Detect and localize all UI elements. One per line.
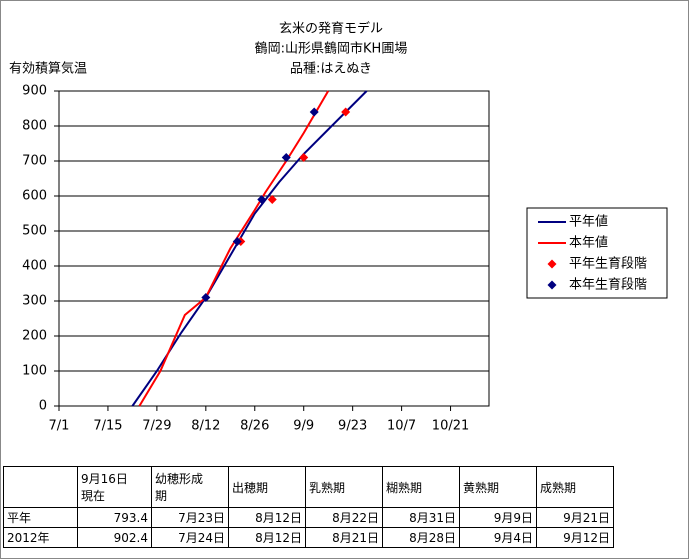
x-tick-label: 8/26: [240, 419, 269, 434]
table-row: 2012年 902.4 7月24日 8月12日 8月21日 8月28日 9月4日 9月12日: [3, 527, 614, 548]
table-cell: [3, 466, 78, 508]
point: [201, 293, 211, 302]
point: [267, 195, 277, 204]
legend-key: [547, 280, 557, 290]
y-tick-label: 500: [22, 224, 47, 239]
stage-table: 9月16日 現在 幼穂形成 期出穂期 乳熟期 糊熟期 黄熟期 成熟期 平年 793.4 7月23…: [3, 466, 614, 548]
legend-key: [547, 259, 557, 269]
table-cell: 幼穂形成 期: [151, 466, 229, 508]
point: [257, 195, 267, 204]
x-tick-label: 9/9: [293, 419, 314, 434]
legend-label: 平年値: [569, 214, 608, 230]
table-cell: 9月21日: [536, 507, 614, 528]
table-cell: 8月12日: [228, 527, 306, 548]
header-row: 9月16日 現在 幼穂形成 期出穂期 乳熟期 糊熟期 黄熟期 成熟期: [3, 466, 614, 508]
table-cell: 793.4: [77, 507, 152, 528]
legend-label: 本年生育段階: [569, 277, 647, 293]
table-cell: 7月24日: [151, 527, 229, 548]
point: [232, 237, 242, 246]
table-cell: 8月31日: [382, 507, 460, 528]
y-tick-label: 100: [22, 364, 47, 379]
table-cell: 8月21日: [305, 527, 383, 548]
y-tick-label: 0: [39, 399, 47, 414]
x-tick-label: 7/1: [49, 419, 70, 434]
y-tick-label: 200: [22, 329, 47, 344]
chart-title: 玄米の発育モデル: [279, 21, 383, 37]
y-tick-label: 300: [22, 294, 47, 309]
x-tick-label: 7/15: [93, 419, 122, 434]
table-cell: 黄熟期: [459, 466, 537, 508]
table-cell: 乳熟期: [305, 466, 383, 508]
table-cell: 2012年: [3, 527, 78, 548]
y-tick-label: 600: [22, 189, 47, 204]
line: [138, 90, 330, 407]
table-cell: 8月28日: [382, 527, 460, 548]
point: [281, 153, 291, 162]
point: [309, 107, 319, 117]
table-cell: 9月4日: [459, 527, 537, 548]
table-cell: 902.4: [77, 527, 152, 548]
table-cell: 7月23日: [151, 507, 229, 528]
line: [131, 90, 368, 407]
table-cell: 出穂期: [228, 466, 306, 508]
table-row: 平年 793.4 7月23日 8月12日 8月22日 8月31日 9月9日 9月21日: [3, 507, 614, 528]
table-cell: 成熟期: [536, 466, 614, 508]
table-cell: 9月16日 現在: [77, 466, 152, 508]
x-tick-label: 10/21: [432, 419, 469, 434]
y-tick-label: 900: [22, 84, 47, 99]
y-axis-label: 有効積算気温: [9, 61, 87, 77]
table-cell: 平年: [3, 507, 78, 528]
chart: 玄米の発育モデル 鶴岡:山形県鶴岡市KH圃場 品種:はえぬき 有効積算気温 0 1…: [9, 21, 668, 434]
x-tick-label: 10/7: [387, 419, 416, 434]
chart-subtitle: 品種:はえぬき: [290, 61, 372, 77]
plot-area: [58, 90, 490, 407]
table-cell: 8月12日: [228, 507, 306, 528]
x-tick-label: 7/29: [142, 419, 171, 434]
legend-label: 本年値: [569, 235, 608, 251]
y-tick-label: 800: [22, 119, 47, 134]
y-tick-label: 700: [22, 154, 47, 169]
legend-label: 平年生育段階: [569, 256, 647, 272]
y-tick-label: 400: [22, 259, 47, 274]
x-tick-label: 9/23: [338, 419, 367, 434]
chart-subtitle: 鶴岡:山形県鶴岡市KH圃場: [255, 41, 408, 57]
point: [341, 107, 351, 117]
point: [299, 153, 309, 162]
table-cell: 8月22日: [305, 507, 383, 528]
table-cell: 9月9日: [459, 507, 537, 528]
x-tick-label: 8/12: [191, 419, 220, 434]
table-cell: 糊熟期: [382, 466, 460, 508]
table-cell: 9月12日: [536, 527, 614, 548]
